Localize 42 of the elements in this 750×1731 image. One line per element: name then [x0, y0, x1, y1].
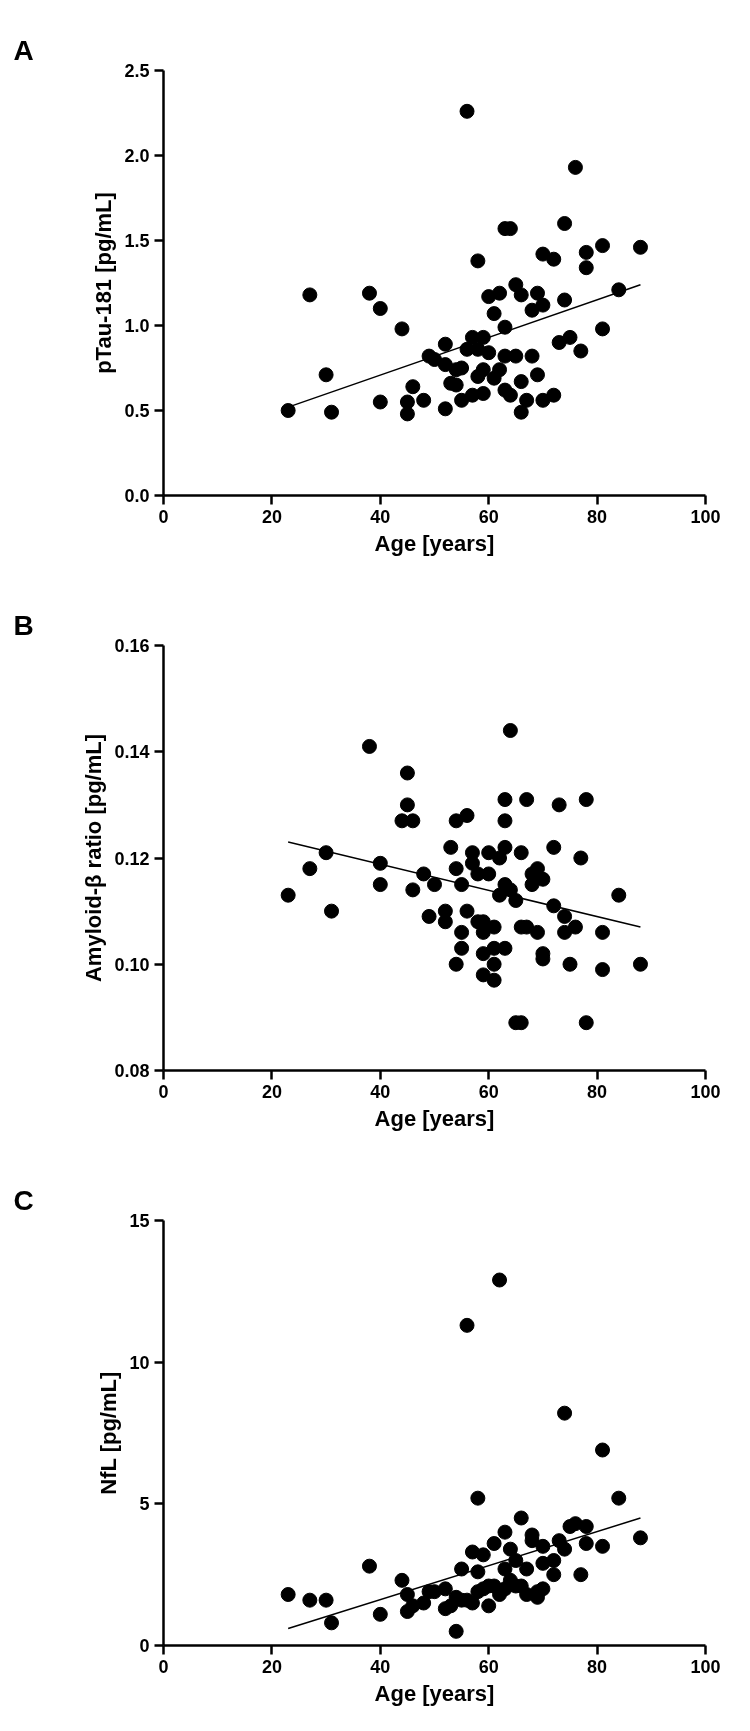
y-tick-label: 0.5: [124, 401, 150, 421]
y-tick-label: 5: [139, 1494, 150, 1515]
y-tick-label: 0.10: [114, 954, 150, 975]
y-tick-label: 10: [129, 1352, 150, 1373]
y-tick-label: 2.5: [124, 61, 150, 81]
y-tick-label: 0.08: [114, 1061, 150, 1081]
x-tick-label: 40: [370, 1081, 391, 1102]
chart-title: C: [13, 1184, 34, 1216]
x-tick-label: 100: [690, 1656, 721, 1677]
x-tick-label: 100: [690, 506, 721, 527]
y-tick-label: 0.12: [114, 848, 150, 869]
y-tick-label: 15: [129, 1211, 150, 1231]
y-tick-label: 0.0: [124, 486, 150, 506]
x-tick-label: 80: [587, 1656, 608, 1677]
y-tick-label: 0: [139, 1636, 150, 1656]
x-tick-label: 60: [478, 1656, 499, 1677]
x-tick-label: 0: [158, 506, 169, 527]
y-axis-title: NfL [pg/mL]: [96, 1371, 122, 1495]
x-tick-label: 60: [478, 1081, 499, 1102]
x-tick-label: 40: [370, 1656, 391, 1677]
y-tick-label: 1.5: [124, 231, 150, 251]
chart-title: B: [13, 609, 34, 641]
y-axis-title: pTau-181 [pg/mL]: [91, 192, 117, 374]
x-tick-label: 80: [587, 506, 608, 527]
x-tick-label: 100: [690, 1081, 721, 1102]
y-tick-label: 1.0: [124, 316, 150, 336]
x-tick-label: 40: [370, 506, 391, 527]
y-tick-label: 2.0: [124, 146, 150, 166]
x-axis-title: Age [years]: [374, 1680, 495, 1706]
x-tick-label: 0: [158, 1081, 169, 1102]
y-tick-label: 0.16: [114, 636, 150, 656]
x-axis-title: Age [years]: [374, 530, 495, 556]
x-tick-label: 20: [261, 1656, 282, 1677]
y-tick-label: 0.14: [114, 742, 150, 763]
x-axis-title: Age [years]: [374, 1105, 495, 1131]
x-tick-label: 20: [261, 506, 282, 527]
x-tick-label: 20: [261, 1081, 282, 1102]
x-tick-label: 80: [587, 1081, 608, 1102]
chart-title: A: [13, 34, 34, 66]
y-axis-title: Amyloid-β ratio [pg/mL]: [81, 733, 107, 983]
x-tick-label: 60: [478, 506, 499, 527]
x-tick-label: 0: [158, 1656, 169, 1677]
